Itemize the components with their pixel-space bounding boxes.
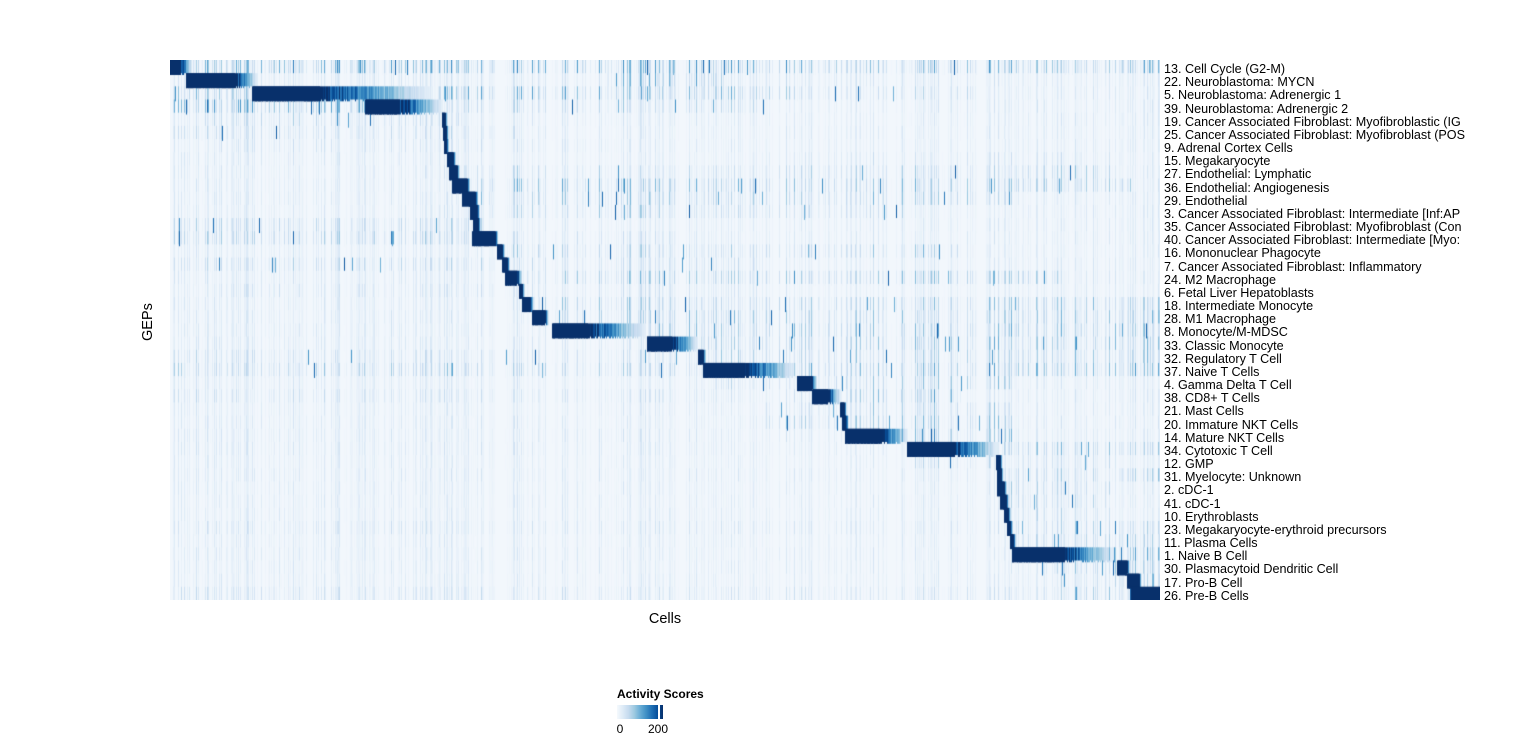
gep-row-label: 31. Myelocyte: Unknown — [1164, 470, 1302, 485]
gep-row-label: 20. Immature NKT Cells — [1164, 417, 1299, 432]
heatmap-canvas — [170, 60, 1160, 600]
gep-row-label: 24. M2 Macrophage — [1164, 272, 1277, 287]
gep-row-label: 22. Neuroblastoma: MYCN — [1164, 75, 1315, 90]
gep-row-label: 13. Cell Cycle (G2-M) — [1164, 62, 1286, 76]
legend-tick-label-min: 0 — [616, 722, 624, 736]
gep-row-label: 33. Classic Monocyte — [1164, 338, 1284, 353]
gep-row-label: 40. Cancer Associated Fibroblast: Interm… — [1164, 233, 1461, 248]
gep-row-label: 11. Plasma Cells — [1164, 536, 1258, 551]
gep-row-label: 16. Mononuclear Phagocyte — [1164, 246, 1321, 261]
gep-row-label: 32. Regulatory T Cell — [1164, 351, 1282, 366]
gep-row-label: 29. Endothelial — [1164, 193, 1248, 208]
legend-colorbar — [617, 705, 663, 719]
gep-row-label: 7. Cancer Associated Fibroblast: Inflamm… — [1164, 259, 1422, 274]
y-axis-label: GEPs — [140, 303, 156, 341]
gep-row-label: 30. Plasmacytoid Dendritic Cell — [1164, 562, 1339, 577]
gep-row-label: 39. Neuroblastoma: Adrenergic 2 — [1164, 101, 1349, 116]
gep-row-label: 4. Gamma Delta T Cell — [1164, 378, 1292, 393]
gep-row-label: 27. Endothelial: Lymphatic — [1164, 167, 1312, 182]
gep-row-label: 14. Mature NKT Cells — [1164, 430, 1285, 445]
gep-row-label: 9. Adrenal Cortex Cells — [1164, 141, 1293, 156]
activity-scores-legend: Activity Scores 0 200 — [617, 687, 777, 736]
legend-colorbar-tick — [658, 705, 660, 719]
gep-row-label: 12. GMP — [1164, 457, 1214, 472]
gep-row-label: 41. cDC-1 — [1164, 496, 1221, 511]
gep-row-label: 3. Cancer Associated Fibroblast: Interme… — [1164, 206, 1461, 221]
gep-row-label: 17. Pro-B Cell — [1164, 575, 1243, 590]
gep-row-label: 5. Neuroblastoma: Adrenergic 1 — [1164, 88, 1342, 103]
gep-row-label: 8. Monocyte/M-MDSC — [1164, 325, 1288, 340]
legend-title: Activity Scores — [617, 687, 704, 701]
gep-row-label: 35. Cancer Associated Fibroblast: Myofib… — [1164, 220, 1462, 235]
gep-row-label: 23. Megakaryocyte-erythroid precursors — [1164, 522, 1387, 537]
gep-row-label: 6. Fetal Liver Hepatoblasts — [1164, 285, 1314, 300]
gep-row-label: 36. Endothelial: Angiogenesis — [1164, 180, 1330, 195]
x-axis-label: Cells — [648, 611, 682, 627]
gep-row-label: 26. Pre-B Cells — [1164, 588, 1249, 603]
gep-row-label: 28. M1 Macrophage — [1164, 312, 1277, 327]
gep-row-label: 21. Mast Cells — [1164, 404, 1244, 419]
gep-row-label: 1. Naive B Cell — [1164, 549, 1248, 564]
gep-row-label: 15. Megakaryocyte — [1164, 154, 1271, 169]
gep-row-labels: 13. Cell Cycle (G2-M) 22. Neuroblastoma: … — [1164, 60, 1540, 603]
gep-row-label: 25. Cancer Associated Fibroblast: Myofib… — [1164, 127, 1465, 142]
legend-tick-label-max: 200 — [647, 722, 669, 736]
legend-tick-labels: 0 200 — [617, 722, 697, 736]
gep-row-label: 19. Cancer Associated Fibroblast: Myofib… — [1164, 114, 1461, 129]
gep-row-label: 2. cDC-1 — [1164, 483, 1214, 498]
gep-row-label: 37. Naive T Cells — [1164, 364, 1260, 379]
gep-row-label: 10. Erythroblasts — [1164, 509, 1259, 524]
gep-row-label: 34. Cytotoxic T Cell — [1164, 443, 1273, 458]
gep-row-label: 38. CD8+ T Cells — [1164, 391, 1260, 406]
gep-row-label: 18. Intermediate Monocyte — [1164, 299, 1314, 314]
